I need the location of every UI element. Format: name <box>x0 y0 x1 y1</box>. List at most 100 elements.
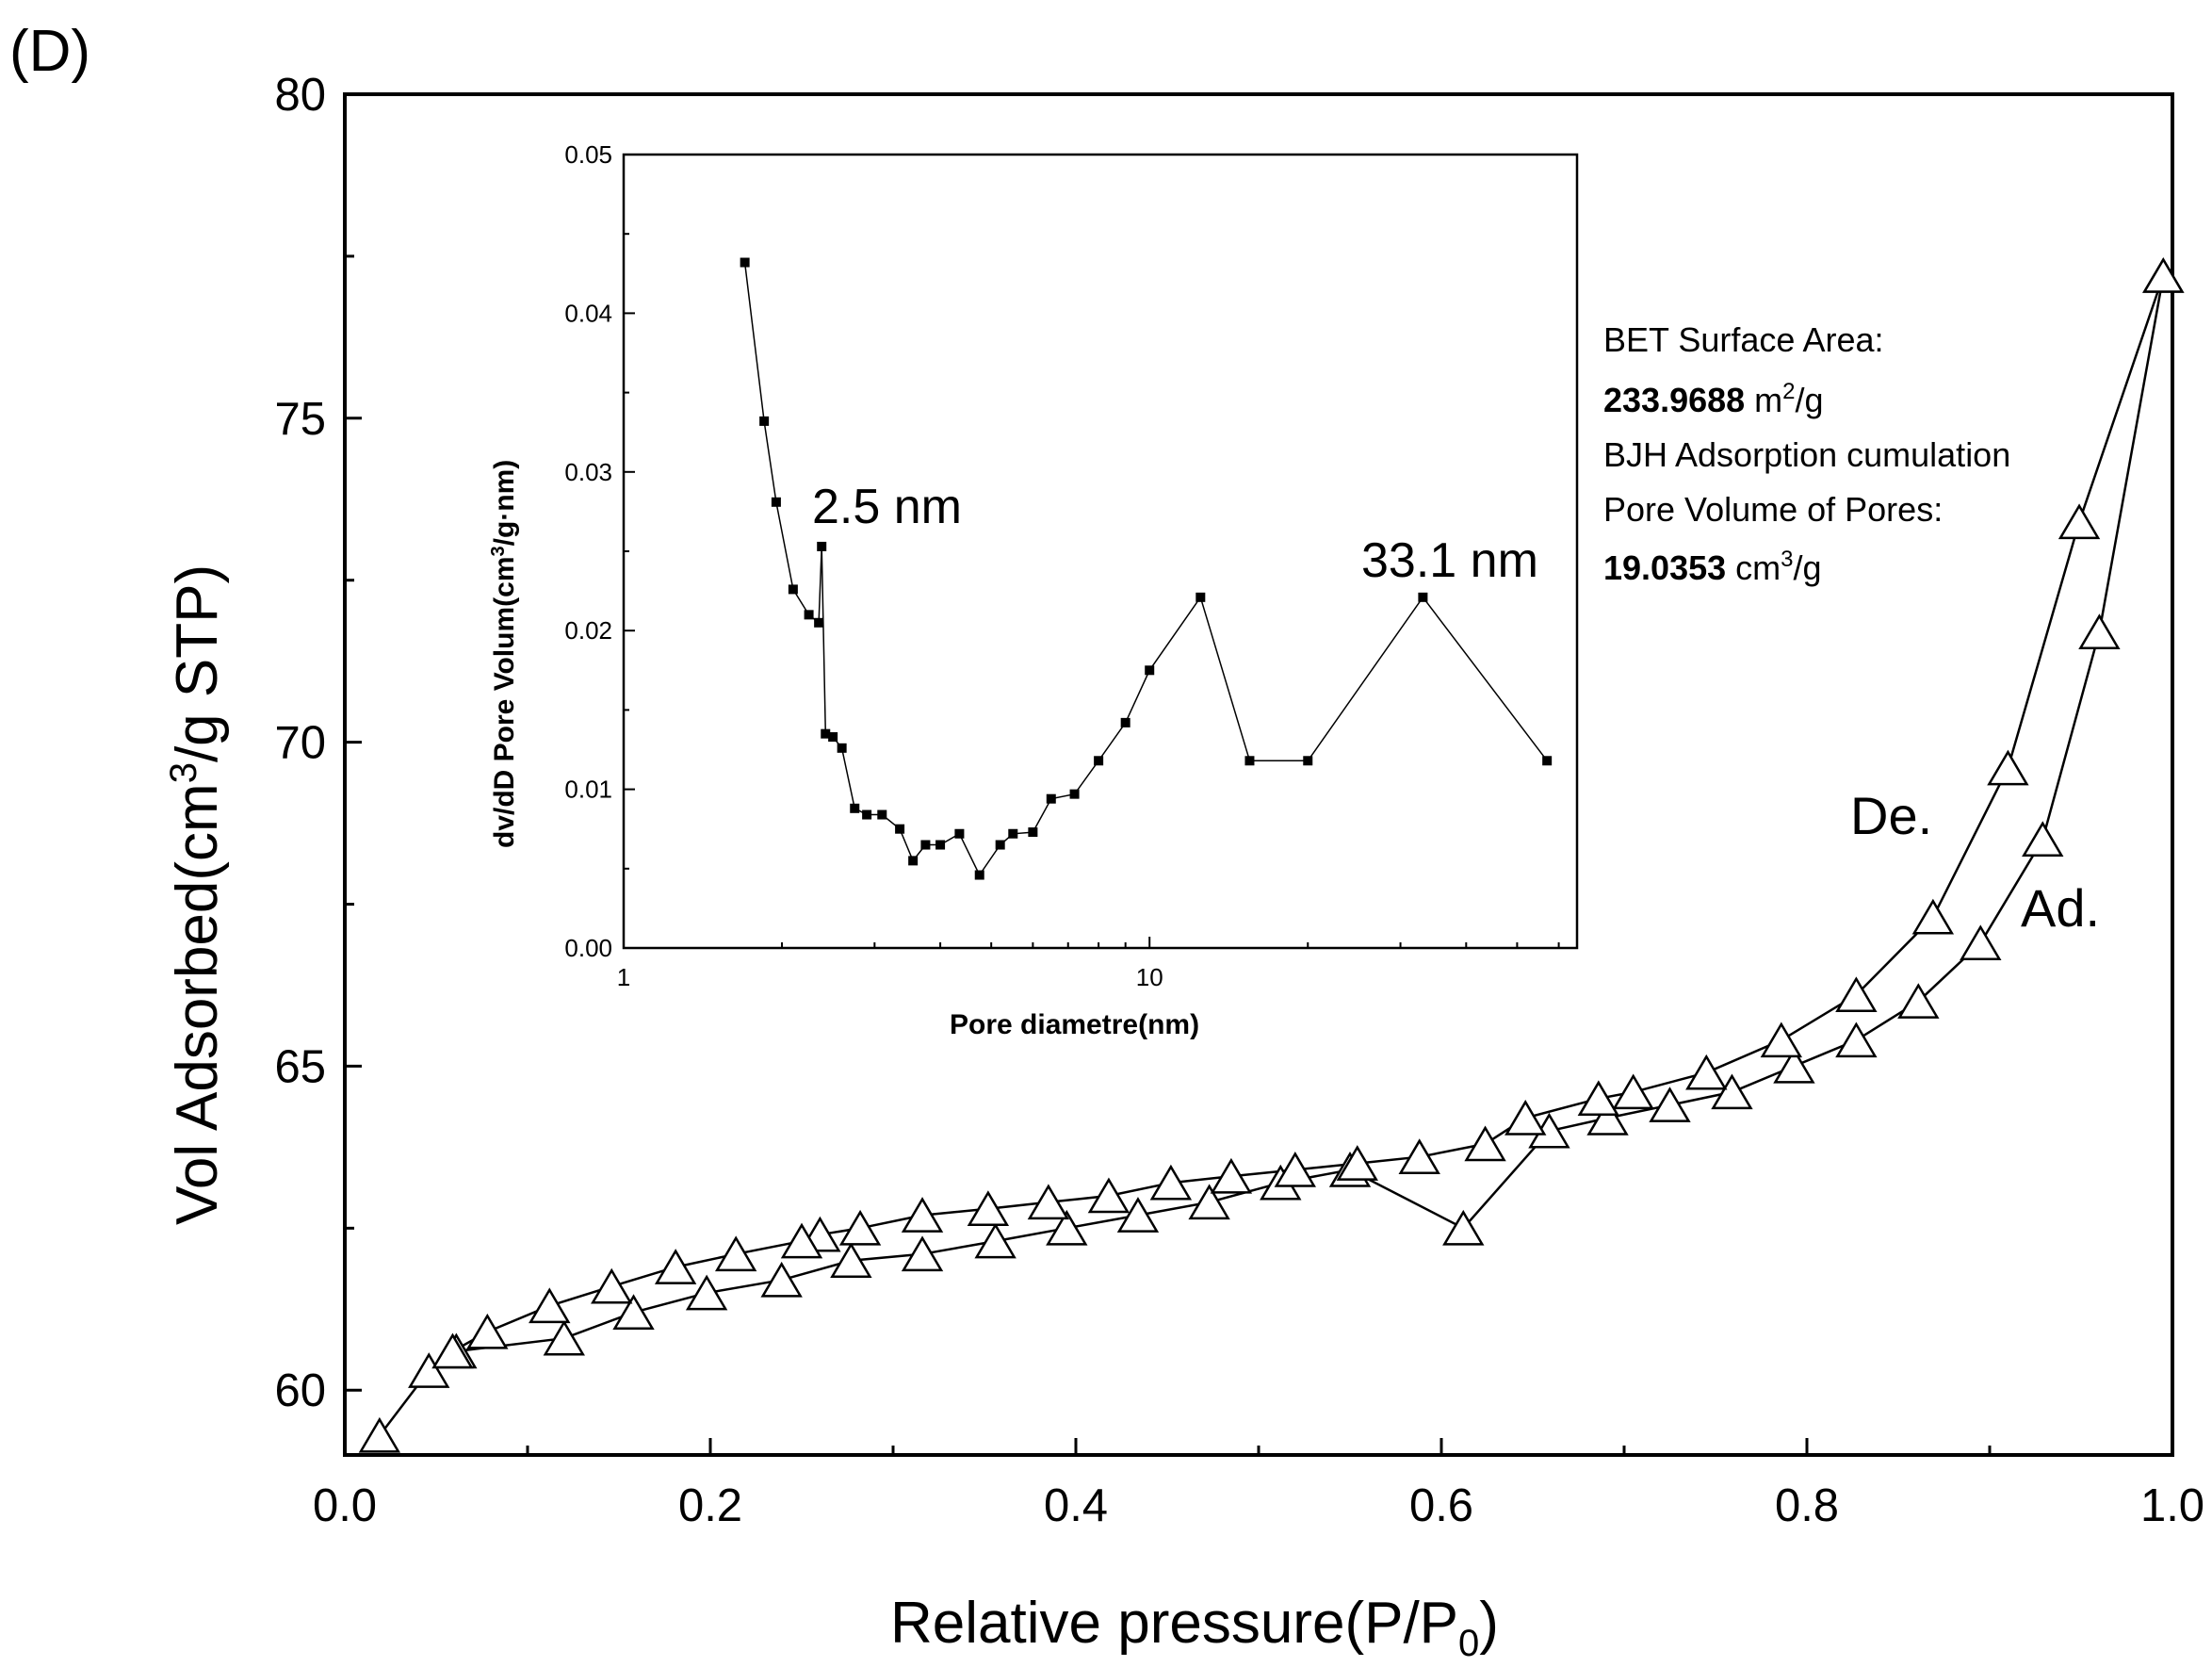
inset-data-point <box>817 541 827 551</box>
inset-y-tick-label: 0.01 <box>564 776 612 804</box>
inset-data-point <box>837 743 847 753</box>
inset-data-point <box>974 870 984 880</box>
main-x-axis-label: Relative pressure(P/P0) <box>890 1591 1499 1664</box>
data-point-ad <box>2022 821 2064 858</box>
data-point-de <box>780 1222 823 1259</box>
inset-y-tick-label: 0.04 <box>564 299 612 327</box>
data-point-de <box>466 1313 509 1349</box>
inset-data-point <box>877 809 887 820</box>
inset-axis-ticks: 1 10 0.00 0.01 0.02 0.03 0.04 0.05 <box>564 140 1560 991</box>
peak-label-2-5nm: 2.5 nm <box>812 480 962 534</box>
inset-data-point <box>1094 756 1104 766</box>
data-point-ad <box>543 1319 585 1356</box>
data-point-ad <box>1897 983 1940 1019</box>
inset-data-point <box>908 856 919 866</box>
inset-data-point <box>1145 665 1155 676</box>
data-point-de <box>431 1332 474 1369</box>
inset-y-tick-label: 0.00 <box>564 934 612 962</box>
inset-data-point <box>1303 756 1313 766</box>
inset-data-point <box>1195 592 1206 602</box>
main-chart: 0.0 0.2 0.4 0.6 0.8 1.0 60 65 70 75 80 Relative pr… <box>163 70 2204 1664</box>
inset-data-point <box>814 617 824 628</box>
bjh-pore-volume-value: 19.0353 cm3/g <box>1603 547 1822 587</box>
data-point-de <box>1760 1021 1803 1058</box>
inset-data-point <box>935 840 946 850</box>
inset-data-point <box>1542 756 1553 766</box>
bet-annotation: BET Surface Area: 233.9688 m2/g BJH Adso… <box>1603 320 2010 587</box>
inset-y-tick-label: 0.03 <box>564 458 612 486</box>
data-point-de <box>967 1190 1010 1226</box>
series-label-de: De. <box>1850 786 1932 845</box>
inset-x-tick-label: 1 <box>617 963 630 991</box>
data-point-de <box>2057 503 2101 540</box>
inset-data-point <box>788 584 798 595</box>
data-point-ad <box>1586 1099 1629 1136</box>
data-point-ad <box>1046 1209 1088 1246</box>
inset-data-point <box>850 803 860 813</box>
data-point-ad <box>830 1242 872 1278</box>
main-x-tick-label: 0.0 <box>313 1480 377 1531</box>
data-point-de <box>714 1235 757 1272</box>
data-point-ad <box>1711 1073 1753 1110</box>
inset-plot-frame <box>622 153 1579 950</box>
main-series-group <box>358 257 2185 1453</box>
data-point-ad <box>408 1352 450 1388</box>
data-point-de <box>1685 1054 1728 1090</box>
data-point-de <box>838 1209 882 1246</box>
inset-y-tick-label: 0.02 <box>564 616 612 645</box>
inset-data-point <box>1244 756 1255 766</box>
inset-data-point <box>895 824 905 834</box>
data-point-de <box>1087 1177 1130 1214</box>
data-point-de <box>529 1287 571 1324</box>
main-x-tick-label: 0.2 <box>678 1480 742 1531</box>
main-x-tick-label: 0.6 <box>1409 1480 1473 1531</box>
main-y-tick-label: 80 <box>274 70 326 121</box>
inset-y-tick-label: 0.05 <box>564 140 612 169</box>
bjh-title-line2: Pore Volume of Pores: <box>1603 490 1943 529</box>
data-point-ad <box>685 1274 728 1311</box>
data-point-ad <box>1442 1209 1485 1246</box>
data-point-de <box>1835 976 1878 1013</box>
data-point-de <box>901 1197 944 1233</box>
data-point-de <box>1149 1164 1193 1201</box>
inset-data-point <box>771 497 781 507</box>
inset-x-tick-label: 10 <box>1136 963 1163 991</box>
data-point-ad <box>760 1261 803 1298</box>
peak-label-33-1nm: 33.1 nm <box>1361 533 1538 588</box>
data-point-de <box>2142 257 2185 293</box>
data-point-ad <box>1188 1184 1230 1220</box>
data-point-de <box>1398 1138 1440 1174</box>
bet-surface-area-value: 233.9688 m2/g <box>1603 379 1824 419</box>
inset-data-point <box>804 610 814 620</box>
inset-y-axis-label: dv/dD Pore Volum(cm3/g·nm) <box>488 460 520 848</box>
data-point-de <box>1911 898 1955 935</box>
main-axis-ticks: 0.0 0.2 0.4 0.6 0.8 1.0 60 65 70 75 80 <box>274 70 2204 1531</box>
bet-surface-area-title: BET Surface Area: <box>1603 320 1884 359</box>
data-point-ad <box>1649 1087 1691 1122</box>
inset-data-point <box>1418 592 1428 602</box>
inset-data-point <box>1046 793 1056 804</box>
inset-series-group <box>740 257 1553 880</box>
main-y-tick-label: 65 <box>274 1041 326 1092</box>
data-point-ad <box>358 1416 401 1453</box>
data-point-de <box>654 1249 697 1284</box>
data-point-ad <box>1773 1047 1815 1084</box>
data-point-ad <box>2078 613 2121 649</box>
data-point-de <box>1336 1145 1378 1181</box>
inset-data-point <box>1008 828 1018 839</box>
inset-chart: 1 10 0.00 0.01 0.02 0.03 0.04 0.05 Pore diametr… <box>488 140 1579 1040</box>
data-point-ad <box>1116 1197 1160 1233</box>
panel-label: (D) <box>9 19 90 84</box>
main-x-tick-label: 0.4 <box>1044 1480 1108 1531</box>
data-point-de <box>1577 1080 1620 1117</box>
inset-data-point <box>954 828 965 839</box>
data-point-ad <box>1960 924 2002 961</box>
inset-data-point <box>1069 789 1080 799</box>
main-x-tick-label: 0.8 <box>1775 1480 1839 1531</box>
inset-data-point <box>920 840 931 850</box>
inset-data-point <box>740 257 750 268</box>
main-x-tick-label: 1.0 <box>2140 1480 2204 1531</box>
data-point-de <box>1210 1157 1253 1194</box>
inset-data-point <box>995 840 1005 850</box>
